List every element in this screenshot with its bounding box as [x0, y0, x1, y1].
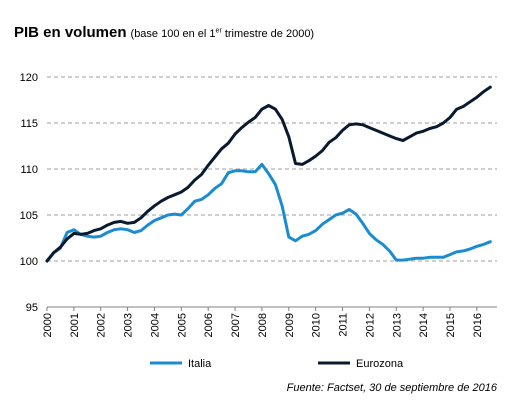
- legend-label-eurozona: Eurozona: [356, 358, 404, 370]
- subtitle-suffix: trimestre de 2000): [221, 28, 315, 40]
- x-tick-label-2007: 2007: [230, 313, 242, 337]
- legend-label-italia: Italia: [188, 358, 212, 370]
- x-tick-label-2015: 2015: [445, 313, 457, 337]
- x-tick-label-2006: 2006: [203, 313, 215, 337]
- y-tick-label-110: 110: [20, 164, 38, 176]
- chart-title: PIB en volumen (base 100 en el 1er trimes…: [14, 24, 314, 42]
- y-tick-label-115: 115: [20, 118, 38, 130]
- x-tick-label-2004: 2004: [149, 313, 161, 337]
- x-tick-label-2009: 2009: [284, 313, 296, 337]
- y-tick-label-95: 95: [26, 302, 38, 314]
- x-tick-label-2002: 2002: [96, 313, 108, 337]
- x-tick-label-2014: 2014: [418, 313, 430, 337]
- x-tick-label-2016: 2016: [472, 313, 484, 337]
- x-tick-label-2013: 2013: [391, 313, 403, 337]
- x-tick-label-2000: 2000: [42, 313, 54, 337]
- series-line-italia: [45, 162, 492, 263]
- x-tick-label-2011: 2011: [338, 313, 350, 337]
- subtitle-prefix: (base 100 en el 1: [130, 28, 216, 40]
- y-tick-label-100: 100: [20, 256, 38, 268]
- source-note: Fuente: Factset, 30 de septiembre de 201…: [286, 382, 497, 394]
- x-tick-label-2003: 2003: [123, 313, 135, 337]
- subtitle-superscript: er: [215, 27, 222, 35]
- x-tick-label-2010: 2010: [311, 313, 323, 337]
- x-tick-label-2008: 2008: [257, 313, 269, 337]
- series-line-eurozona: [45, 85, 492, 263]
- x-tick-label-2001: 2001: [69, 313, 81, 337]
- title-subtitle: (base 100 en el 1er trimestre de 2000): [130, 27, 315, 40]
- x-tick-label-2005: 2005: [176, 313, 188, 337]
- x-tick-label-2012: 2012: [364, 313, 376, 337]
- y-tick-label-120: 120: [20, 72, 38, 84]
- title-main: PIB en volumen: [14, 24, 127, 41]
- y-tick-label-105: 105: [20, 210, 38, 222]
